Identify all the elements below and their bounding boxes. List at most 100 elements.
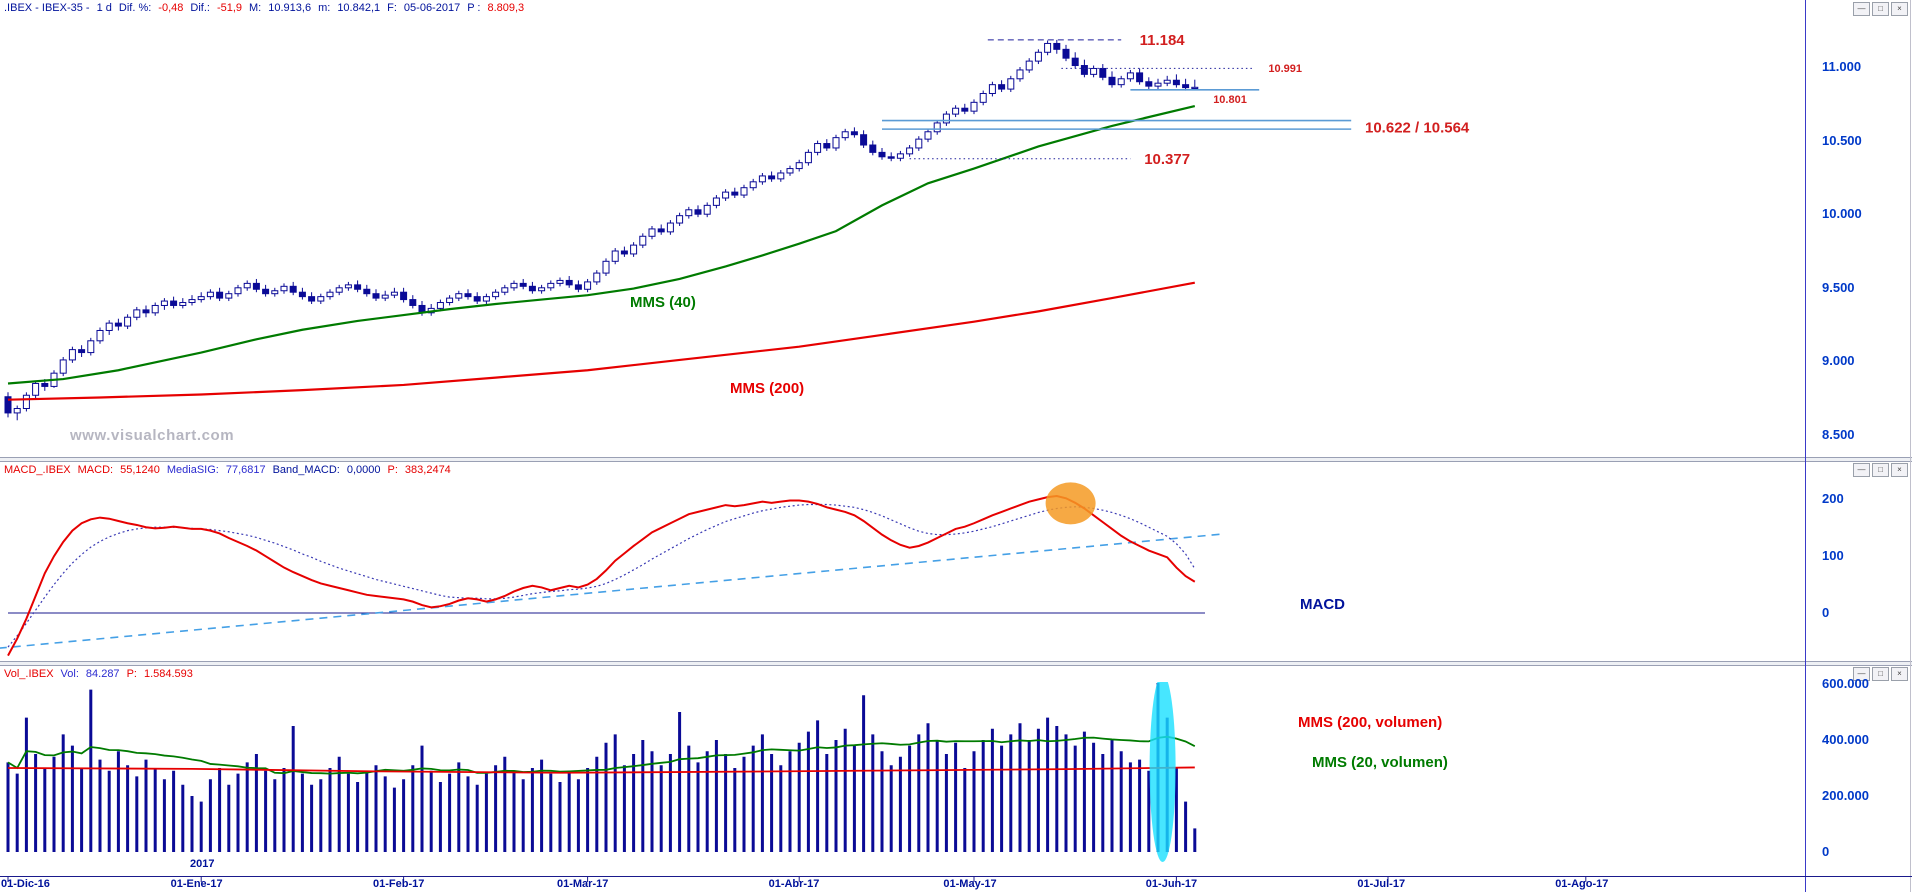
candle-body <box>105 322 113 331</box>
candle-body <box>1163 79 1171 84</box>
candle-body <box>574 284 582 290</box>
volume-plot-area[interactable] <box>0 682 1805 876</box>
candle-body <box>1090 67 1098 75</box>
candle-body <box>381 294 389 299</box>
header-field: m: <box>318 2 331 14</box>
y-axis-label: 100 <box>1822 548 1844 564</box>
candle-body <box>1034 51 1042 62</box>
header-field: Vol_.IBEX <box>4 668 54 680</box>
candle-body <box>289 285 297 293</box>
candle-body <box>78 349 86 354</box>
candle-body <box>970 101 978 112</box>
minimize-button[interactable]: — <box>1853 463 1870 477</box>
macd-plot-area[interactable] <box>0 478 1805 661</box>
minimize-button[interactable]: — <box>1853 2 1870 16</box>
candle-body <box>298 291 306 298</box>
candle-body <box>1080 65 1088 75</box>
maximize-button[interactable]: □ <box>1872 2 1889 16</box>
candle-body <box>1044 42 1052 53</box>
candle-body <box>685 209 693 217</box>
candle-body <box>988 84 996 94</box>
candle-body <box>952 107 960 115</box>
candle-body <box>188 299 196 304</box>
visualchart-watermark: www.visualchart.com <box>70 427 235 444</box>
price-level-label: 10.991 <box>1268 63 1302 75</box>
candle-body <box>446 297 454 304</box>
close-button[interactable]: × <box>1891 463 1908 477</box>
header-field: F: <box>387 2 397 14</box>
header-field: 0,0000 <box>346 464 381 476</box>
candle-body <box>335 287 343 293</box>
header-field: 10.913,6 <box>268 2 312 14</box>
header-field: 77,6817 <box>225 464 266 476</box>
candle-body <box>639 235 647 246</box>
header-field: 84.287 <box>85 668 120 680</box>
x-axis-label: 01-Mar-17 <box>557 878 609 890</box>
header-field: Vol: <box>60 668 79 680</box>
header-field: 8.809,3 <box>487 2 525 14</box>
candle-body <box>832 137 840 149</box>
y-axis-label: 600.000 <box>1822 676 1869 691</box>
candle-body <box>795 162 803 170</box>
candle-body <box>151 304 159 314</box>
candle-body <box>1099 67 1107 78</box>
candle-body <box>344 284 352 289</box>
candle-body <box>896 153 904 159</box>
header-field: 05-06-2017 <box>403 2 461 14</box>
candle-body <box>409 299 417 306</box>
candle-body <box>887 156 895 159</box>
macd-cross-highlight <box>1045 482 1096 525</box>
candle-body <box>519 282 527 287</box>
candle-body <box>22 394 30 410</box>
x-axis-label: 01-Jun-17 <box>1145 878 1198 890</box>
y-axis-label: 200 <box>1822 491 1844 507</box>
y-axis-label: 10.000 <box>1822 206 1862 222</box>
header-field: MediaSIG: <box>166 464 219 476</box>
candle-body <box>547 282 555 289</box>
candle-body <box>216 291 224 299</box>
header-field: P: <box>387 464 398 476</box>
x-axis-label: 01-May-17 <box>943 878 997 890</box>
candle-body <box>1172 79 1180 86</box>
candle-body <box>740 187 748 196</box>
candle-body <box>1025 60 1033 71</box>
maximize-button[interactable]: □ <box>1872 463 1889 477</box>
candle-body <box>473 296 481 302</box>
mms40-line <box>7 104 1196 385</box>
price-plot-area[interactable] <box>0 16 1805 457</box>
candle-body <box>924 131 932 140</box>
candle-body <box>179 302 187 306</box>
candle-body <box>777 172 785 180</box>
candle-body <box>860 134 868 146</box>
candle-body <box>59 359 67 374</box>
candle-body <box>400 291 408 301</box>
candle-body <box>464 293 472 298</box>
header-field: -0,48 <box>158 2 184 14</box>
volume-spike-highlight <box>1149 674 1176 862</box>
candle-body <box>262 288 270 295</box>
panel-divider <box>0 661 1912 666</box>
chart-annotation: MACD <box>1300 596 1345 613</box>
y-axis-label: 10.500 <box>1822 132 1862 148</box>
chart-annotation: MMS (40) <box>630 294 696 311</box>
minimize-button[interactable]: — <box>1853 667 1870 681</box>
price-level-label: 10.801 <box>1213 94 1247 106</box>
candle-body <box>694 209 702 215</box>
candle-body <box>32 382 40 396</box>
candle-body <box>68 349 76 361</box>
candle-body <box>1062 48 1070 59</box>
candle-body <box>1136 72 1144 83</box>
chart-annotation: MMS (200, volumen) <box>1298 714 1443 731</box>
close-button[interactable]: × <box>1891 667 1908 681</box>
maximize-button[interactable]: □ <box>1872 667 1889 681</box>
candle-body <box>1154 82 1162 87</box>
candle-body <box>556 279 564 284</box>
candle-body <box>372 293 380 299</box>
candle-body <box>1053 42 1061 50</box>
y-axis-label: 8.500 <box>1822 427 1855 442</box>
mms200-line <box>7 281 1196 401</box>
candle-body <box>676 215 684 224</box>
close-button[interactable]: × <box>1891 2 1908 16</box>
header-field: 1 d <box>96 2 112 14</box>
candle-body <box>998 84 1006 90</box>
